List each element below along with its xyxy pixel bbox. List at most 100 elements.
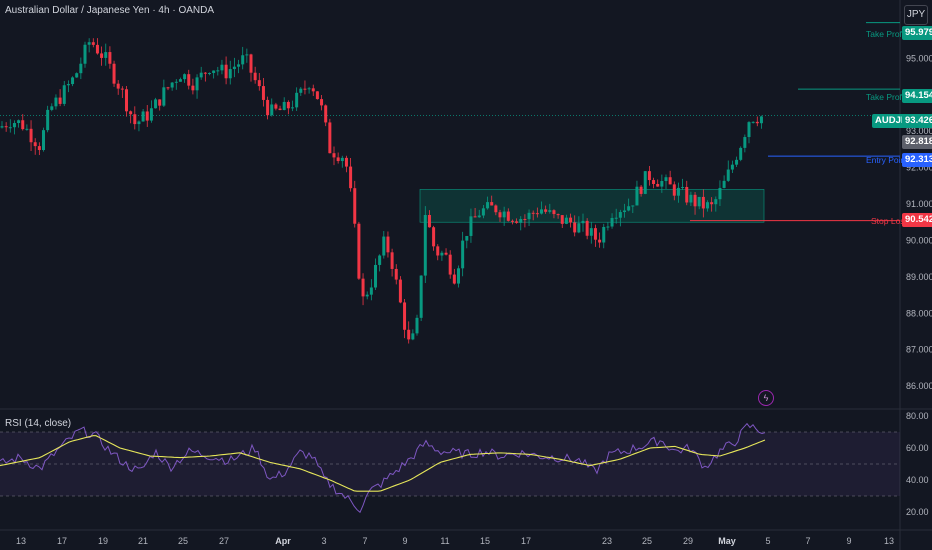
candle-body — [759, 116, 763, 124]
candle-body — [457, 268, 460, 284]
candle-body — [241, 55, 245, 65]
candle-body — [133, 114, 137, 125]
candle-body — [519, 218, 523, 223]
candle-body — [295, 92, 299, 108]
candle-body — [618, 212, 622, 218]
candle-body — [311, 88, 315, 92]
candle-body — [166, 87, 170, 89]
candle-body — [299, 88, 303, 93]
x-tick-label: 25 — [178, 536, 188, 546]
x-tick-label: 13 — [884, 536, 894, 546]
x-tick-label: 9 — [402, 536, 407, 546]
candle-body — [403, 302, 407, 330]
candle-body — [382, 236, 386, 256]
candle-body — [510, 220, 514, 222]
candle-body — [344, 157, 348, 167]
candle-body — [291, 107, 294, 109]
candle-body — [668, 177, 672, 185]
candle-body — [490, 202, 494, 206]
candle-body — [170, 82, 174, 88]
candle-body — [652, 180, 656, 184]
candle-body — [494, 205, 498, 213]
candle-body — [627, 206, 631, 211]
candle-body — [17, 120, 21, 124]
candle-body — [282, 101, 286, 111]
chart-title: Australian Dollar / Japanese Yen · 4h · … — [5, 5, 214, 16]
candle-body — [349, 166, 353, 189]
candle-body — [203, 72, 207, 74]
candle-body — [336, 157, 340, 162]
candle-body — [216, 70, 220, 72]
candle-body — [423, 214, 427, 276]
candle-body — [8, 127, 12, 129]
candle-body — [340, 157, 344, 162]
candle-body — [390, 252, 394, 269]
candle-body — [498, 212, 502, 218]
candle-body — [697, 196, 701, 207]
candle-body — [751, 121, 755, 123]
candle-body — [739, 147, 743, 160]
candle-body — [162, 87, 166, 106]
candle-body — [647, 171, 651, 181]
candle-body — [100, 53, 104, 58]
stop-loss-tag: 90.542 — [902, 213, 932, 227]
candle-body — [540, 209, 543, 214]
candle-body — [4, 126, 8, 128]
y-tick-label: 88.000 — [906, 308, 932, 318]
candle-body — [120, 88, 124, 90]
candle-body — [394, 268, 398, 280]
candle-body — [535, 213, 539, 215]
rsi-tick-label: 60.00 — [906, 443, 929, 453]
candle-body — [212, 70, 216, 74]
candle-body — [419, 275, 423, 318]
y-tick-label: 86.000 — [906, 381, 932, 391]
candle-body — [755, 121, 759, 124]
candle-body — [108, 52, 112, 64]
x-tick-label: 7 — [805, 536, 810, 546]
candle-body — [220, 64, 224, 71]
candle-body — [676, 187, 680, 196]
candle-body — [257, 80, 261, 87]
candle-body — [228, 69, 232, 79]
candle-body — [46, 109, 50, 131]
rsi-line — [0, 422, 766, 514]
candle-body — [527, 212, 531, 220]
x-tick-label: 5 — [765, 536, 770, 546]
x-tick-label: 17 — [57, 536, 67, 546]
candle-body — [573, 222, 577, 233]
candle-body — [743, 137, 747, 148]
candle-body — [523, 218, 527, 220]
lightning-icon[interactable]: ϟ — [758, 390, 774, 406]
candle-body — [324, 105, 328, 123]
candle-body — [714, 199, 718, 205]
candle-body — [531, 212, 535, 214]
rsi-title: RSI (14, close) — [5, 418, 72, 429]
candle-body — [602, 226, 606, 243]
candle-body — [374, 264, 377, 288]
candle-body — [681, 186, 685, 188]
candle-body — [37, 146, 41, 151]
candle-body — [614, 217, 618, 219]
x-tick-label: 21 — [138, 536, 148, 546]
candle-body — [303, 88, 307, 90]
candle-body — [332, 153, 336, 158]
candle-body — [726, 169, 730, 181]
take-profit-1-label: Take Profit — [866, 92, 907, 102]
candle-body — [639, 186, 643, 194]
candle-body — [158, 99, 162, 106]
candle-body — [50, 106, 54, 110]
candle-body — [116, 83, 120, 89]
y-tick-label: 91.000 — [906, 199, 932, 209]
candle-body — [685, 186, 689, 203]
candle-body — [465, 235, 469, 241]
candle-body — [365, 294, 369, 297]
candle-body — [664, 177, 668, 182]
x-tick-label: Apr — [275, 536, 291, 546]
candle-body — [320, 99, 324, 106]
y-tick-label: 92.000 — [906, 163, 932, 173]
currency-selector[interactable]: JPY — [904, 5, 928, 25]
x-tick-label: 13 — [16, 536, 26, 546]
take-profit-2-tag: 95.979 — [902, 26, 932, 40]
x-tick-label: 27 — [219, 536, 229, 546]
